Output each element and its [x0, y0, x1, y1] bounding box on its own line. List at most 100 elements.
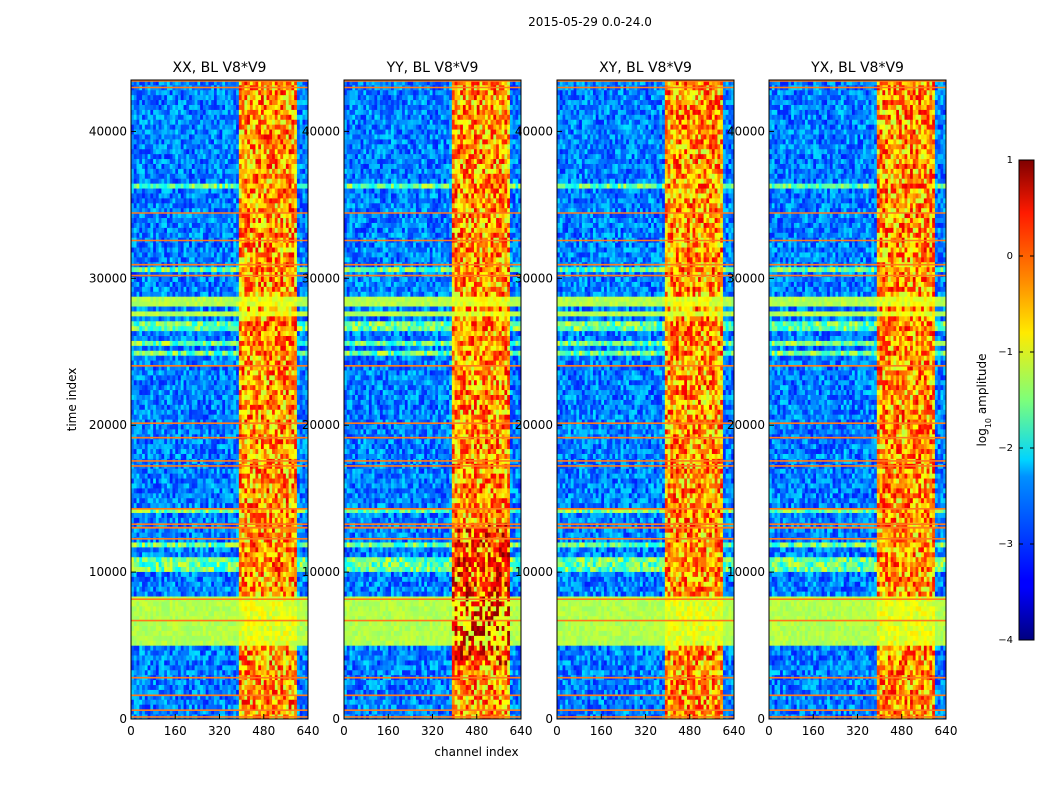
- heatmap-cell: [134, 537, 137, 542]
- heatmap-cell: [172, 454, 175, 459]
- heatmap-cell: [145, 483, 148, 488]
- heatmap-cell: [145, 454, 148, 459]
- heatmap-cell: [272, 640, 275, 645]
- heatmap-cell: [286, 380, 289, 385]
- heatmap-cell: [250, 355, 253, 360]
- heatmap-cell: [134, 336, 137, 341]
- heatmap-cell: [222, 690, 225, 695]
- heatmap-cell: [175, 572, 178, 577]
- heatmap-cell: [167, 537, 170, 542]
- heatmap-cell: [200, 404, 203, 409]
- heatmap-cell: [159, 552, 162, 557]
- heatmap-cell: [208, 532, 211, 537]
- heatmap-cell: [297, 621, 300, 626]
- heatmap-cell: [283, 626, 286, 631]
- heatmap-cell: [222, 552, 225, 557]
- heatmap-cell: [150, 478, 153, 483]
- heatmap-cell: [255, 454, 258, 459]
- heatmap-cell: [294, 454, 297, 459]
- heatmap-cell: [244, 680, 247, 685]
- heatmap-cell: [178, 645, 181, 650]
- heatmap-cell: [239, 606, 242, 611]
- heatmap-cell: [272, 670, 275, 675]
- heatmap-cell: [164, 704, 167, 709]
- heatmap-cell: [233, 606, 236, 611]
- heatmap-cell: [297, 478, 300, 483]
- heatmap-cell: [150, 704, 153, 709]
- heatmap-cell: [233, 385, 236, 390]
- heatmap-cell: [278, 621, 281, 626]
- heatmap-cell: [186, 341, 189, 346]
- heatmap-cell: [280, 685, 283, 690]
- heatmap-cell: [161, 370, 164, 375]
- heatmap-cell: [214, 380, 217, 385]
- heatmap-cell: [195, 699, 198, 704]
- heatmap-cell: [214, 591, 217, 596]
- heatmap-cell: [137, 350, 140, 355]
- heatmap-cell: [247, 454, 250, 459]
- heatmap-cell: [197, 493, 200, 498]
- heatmap-cell: [289, 513, 292, 518]
- heatmap-cell: [220, 350, 223, 355]
- heatmap-cell: [280, 429, 283, 434]
- heatmap-cell: [164, 449, 167, 454]
- heatmap-cell: [172, 611, 175, 616]
- heatmap-cell: [214, 400, 217, 405]
- heatmap-cell: [258, 704, 261, 709]
- heatmap-cell: [134, 665, 137, 670]
- heatmap-cell: [156, 635, 159, 640]
- heatmap-cell: [170, 547, 173, 552]
- heatmap-cell: [148, 547, 151, 552]
- heatmap-cell: [297, 645, 300, 650]
- heatmap-cell: [294, 390, 297, 395]
- heatmap-cell: [300, 699, 303, 704]
- heatmap-cell: [220, 586, 223, 591]
- heatmap-cell: [153, 532, 156, 537]
- heatmap-cell: [236, 576, 239, 581]
- heatmap-cell: [214, 626, 217, 631]
- heatmap-cell: [264, 670, 267, 675]
- heatmap-cell: [280, 547, 283, 552]
- heatmap-cell: [261, 444, 264, 449]
- heatmap-cell: [184, 400, 187, 405]
- heatmap-cell: [175, 488, 178, 493]
- heatmap-cell: [148, 650, 151, 655]
- heatmap-cell: [159, 345, 162, 350]
- heatmap-cell: [291, 680, 294, 685]
- heatmap-cell: [231, 567, 234, 572]
- heatmap-cell: [255, 655, 258, 660]
- heatmap-cell: [269, 650, 272, 655]
- heatmap-cell: [148, 370, 151, 375]
- heatmap-cell: [302, 478, 305, 483]
- heatmap-cell: [172, 370, 175, 375]
- heatmap-cell: [278, 454, 281, 459]
- heatmap-cell: [148, 429, 151, 434]
- heatmap-cell: [197, 572, 200, 577]
- heatmap-cell: [275, 517, 278, 522]
- heatmap-cell: [291, 655, 294, 660]
- heatmap-cell: [197, 537, 200, 542]
- heatmap-cell: [267, 444, 270, 449]
- heatmap-cell: [247, 385, 250, 390]
- heatmap-cell: [228, 414, 231, 419]
- heatmap-cell: [242, 621, 245, 626]
- heatmap-cell: [283, 370, 286, 375]
- heatmap-cell: [283, 385, 286, 390]
- heatmap-cell: [267, 409, 270, 414]
- heatmap-cell: [264, 380, 267, 385]
- heatmap-cell: [261, 390, 264, 395]
- heatmap-cell: [153, 650, 156, 655]
- heatmap-cell: [302, 626, 305, 631]
- heatmap-cell: [289, 350, 292, 355]
- heatmap-cell: [264, 621, 267, 626]
- heatmap-cell: [294, 655, 297, 660]
- heatmap-cell: [289, 370, 292, 375]
- heatmap-cell: [142, 395, 145, 400]
- heatmap-cell: [269, 606, 272, 611]
- heatmap-cell: [150, 429, 153, 434]
- heatmap-cell: [214, 375, 217, 380]
- heatmap-cell: [153, 375, 156, 380]
- heatmap-cell: [272, 581, 275, 586]
- heatmap-cell: [175, 567, 178, 572]
- heatmap-cell: [134, 576, 137, 581]
